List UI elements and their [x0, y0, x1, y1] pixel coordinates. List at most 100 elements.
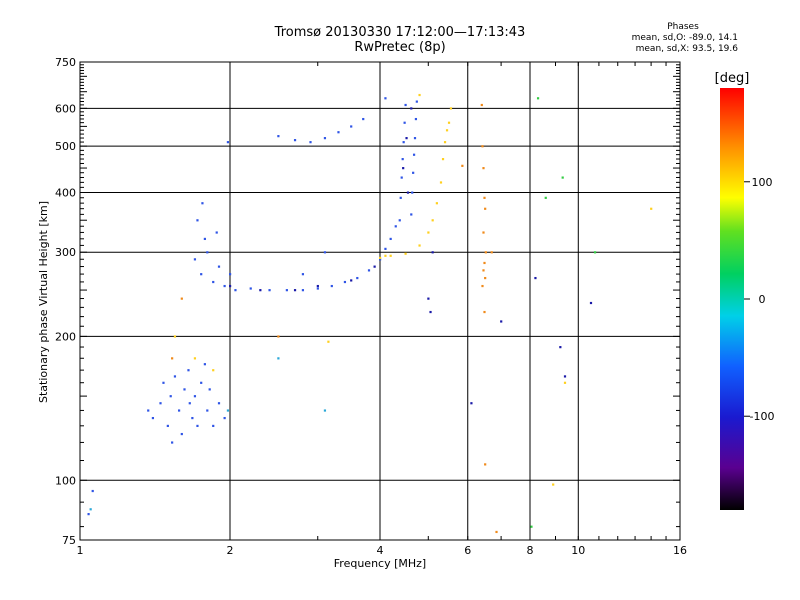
data-point [483, 196, 486, 199]
data-point [441, 158, 445, 161]
data-point [171, 357, 174, 360]
y-tick-label: 100 [55, 474, 76, 487]
phase-statistics: Phases mean, sd,O: -89.0, 14.1 mean, sd,… [598, 22, 738, 55]
data-point [203, 237, 206, 241]
data-point [171, 441, 174, 444]
data-point [399, 196, 402, 199]
data-point [384, 247, 387, 250]
data-point [193, 258, 197, 261]
data-point [177, 409, 181, 412]
data-point [212, 369, 215, 372]
data-point [405, 137, 408, 140]
data-point [379, 258, 382, 261]
data-point [301, 273, 305, 276]
data-point [259, 289, 262, 292]
chart-subtitle: RwPretec (8p) [354, 40, 446, 55]
y-tick-label: 600 [55, 102, 76, 115]
data-point [431, 219, 434, 222]
colorbar-tick-label: 100 [752, 176, 773, 189]
data-point [490, 251, 493, 254]
data-point [400, 176, 403, 179]
colorbar-ticks: 100 0 -100 [744, 176, 774, 423]
data-point [350, 125, 353, 128]
data-point [196, 424, 199, 428]
data-point [188, 402, 191, 405]
colorbar [720, 88, 744, 510]
data-point [193, 395, 197, 398]
data-point [343, 280, 347, 284]
data-point [439, 181, 443, 184]
data-point [147, 409, 150, 412]
data-point [482, 231, 485, 234]
x-tick-label: 2 [227, 544, 234, 557]
data-point [530, 525, 533, 528]
data-point [226, 409, 230, 412]
data-point [435, 202, 438, 205]
data-point [384, 254, 387, 257]
data-point [411, 191, 414, 194]
data-point [268, 289, 271, 292]
data-point [293, 139, 297, 142]
data-point [403, 121, 406, 124]
data-point [356, 276, 359, 280]
data-point [249, 287, 252, 290]
data-point [91, 489, 94, 493]
data-point [201, 202, 204, 205]
x-tick-label: 6 [464, 544, 471, 557]
data-point [470, 402, 473, 405]
data-point [650, 207, 653, 210]
data-point [418, 244, 421, 247]
data-point [323, 251, 327, 254]
data-point [401, 158, 404, 161]
data-point [427, 231, 430, 234]
data-point [559, 346, 562, 349]
data-point [367, 269, 371, 272]
data-point [151, 416, 155, 420]
data-point [277, 335, 280, 338]
data-point [412, 153, 416, 156]
data-point [443, 141, 447, 144]
data-point [187, 369, 190, 372]
data-point [229, 273, 232, 276]
data-point [200, 381, 203, 384]
data-point [552, 483, 555, 486]
data-point [412, 171, 415, 174]
colorbar-unit: [deg] [715, 71, 750, 86]
data-point [89, 508, 92, 511]
data-point [589, 301, 593, 305]
data-point [398, 219, 401, 222]
data-point [226, 141, 230, 144]
data-point [593, 251, 597, 254]
data-point [480, 103, 483, 107]
data-point [301, 289, 305, 292]
grid [80, 62, 680, 540]
data-point [536, 97, 540, 100]
data-point [415, 100, 418, 103]
y-tick-label: 200 [55, 330, 76, 343]
data-point [316, 287, 319, 290]
data-point [402, 167, 405, 170]
axis-ticks: 1 2 4 6 8 10 16 75 100 200 300 400 500 600 750 [55, 56, 687, 557]
data-point [384, 97, 387, 100]
data-point [169, 395, 172, 398]
data-point [162, 381, 165, 384]
data-point [427, 297, 430, 300]
data-point [389, 254, 392, 257]
data-point [206, 409, 209, 412]
data-point [413, 137, 417, 140]
data-point [203, 363, 206, 366]
data-point [330, 284, 333, 288]
y-tick-label: 500 [55, 140, 76, 153]
data-point [447, 121, 451, 124]
data-point [394, 225, 397, 228]
phase-heading: Phases [667, 22, 699, 32]
data-point [223, 284, 226, 288]
x-tick-label: 1 [77, 544, 84, 557]
data-point [173, 335, 177, 338]
x-tick-label: 8 [527, 544, 534, 557]
data-point [309, 141, 312, 144]
data-point [484, 276, 487, 280]
data-point [193, 357, 197, 360]
data-point [180, 432, 183, 436]
data-point [191, 416, 194, 420]
